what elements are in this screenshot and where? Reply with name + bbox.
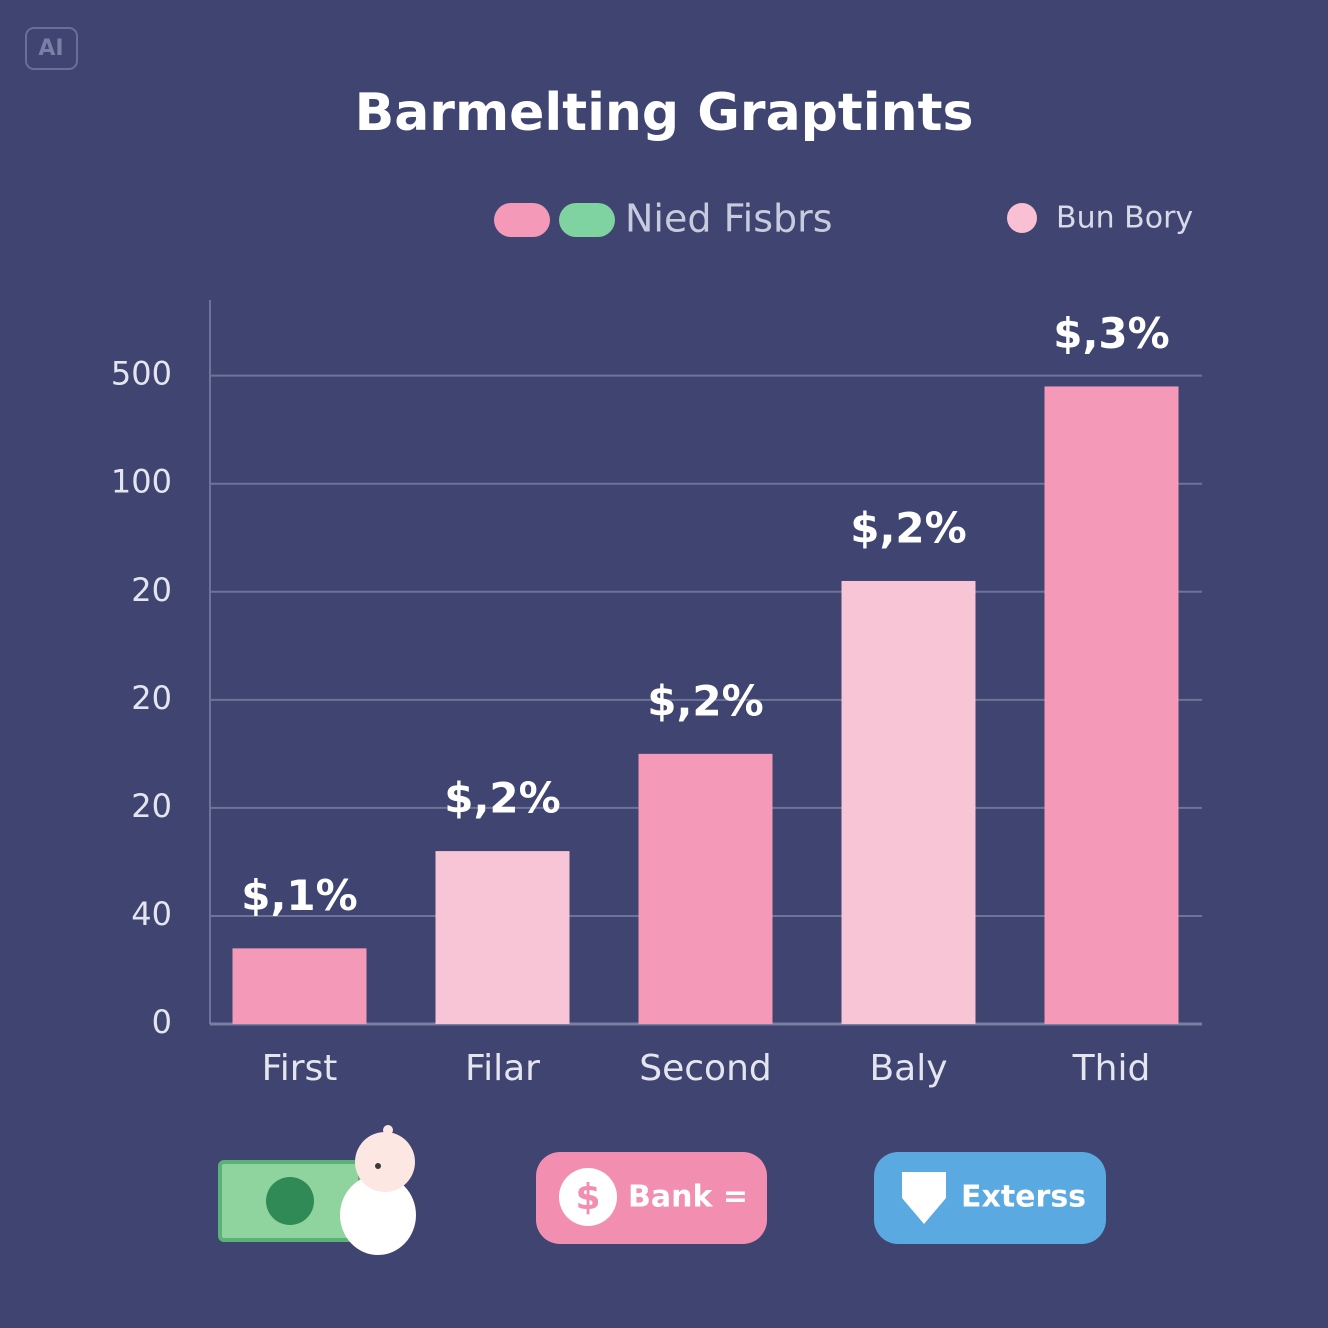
x-tick-label: Filar (465, 1048, 540, 1089)
exterss-button[interactable]: Exterss (874, 1152, 1106, 1244)
y-tick-label: 0 (152, 1003, 172, 1041)
legend-swatch (1007, 203, 1037, 233)
value-label: $,3% (1053, 309, 1169, 358)
bar (841, 580, 976, 1024)
y-tick-label: 500 (111, 355, 172, 393)
button-label[interactable]: Exterss (961, 1180, 1086, 1215)
legend-label: Bun Bory (1056, 201, 1193, 236)
badge: AI (38, 36, 63, 61)
bar (1044, 386, 1179, 1024)
value-label: $,2% (647, 676, 763, 725)
bar (232, 948, 367, 1024)
x-tick-label: First (262, 1048, 338, 1089)
y-tick-label: 20 (131, 679, 172, 717)
x-tick-label: Second (639, 1048, 772, 1089)
legend-swatch (559, 203, 615, 237)
value-label: $,2% (850, 503, 966, 552)
x-tick-label: Thid (1072, 1048, 1151, 1089)
legend-swatch (494, 203, 550, 237)
y-tick-label: 20 (131, 571, 172, 609)
illustration (218, 1125, 416, 1255)
y-tick-label: 40 (131, 895, 172, 933)
chart-title: Barmelting Graptints (355, 83, 974, 143)
y-tick-label: 20 (131, 787, 172, 825)
badge-frame (25, 27, 78, 70)
legend-label: Nied Fisbrs (625, 197, 833, 241)
svg-text:$: $ (575, 1177, 600, 1218)
button-label[interactable]: Bank = (628, 1180, 748, 1215)
value-label: $,2% (444, 774, 560, 823)
bar (638, 753, 773, 1024)
x-tick-label: Baly (869, 1048, 947, 1089)
bank-button[interactable]: $ Bank = (536, 1152, 767, 1244)
value-label: $,1% (241, 871, 357, 920)
y-tick-label: 100 (111, 463, 172, 501)
bar (435, 851, 570, 1024)
